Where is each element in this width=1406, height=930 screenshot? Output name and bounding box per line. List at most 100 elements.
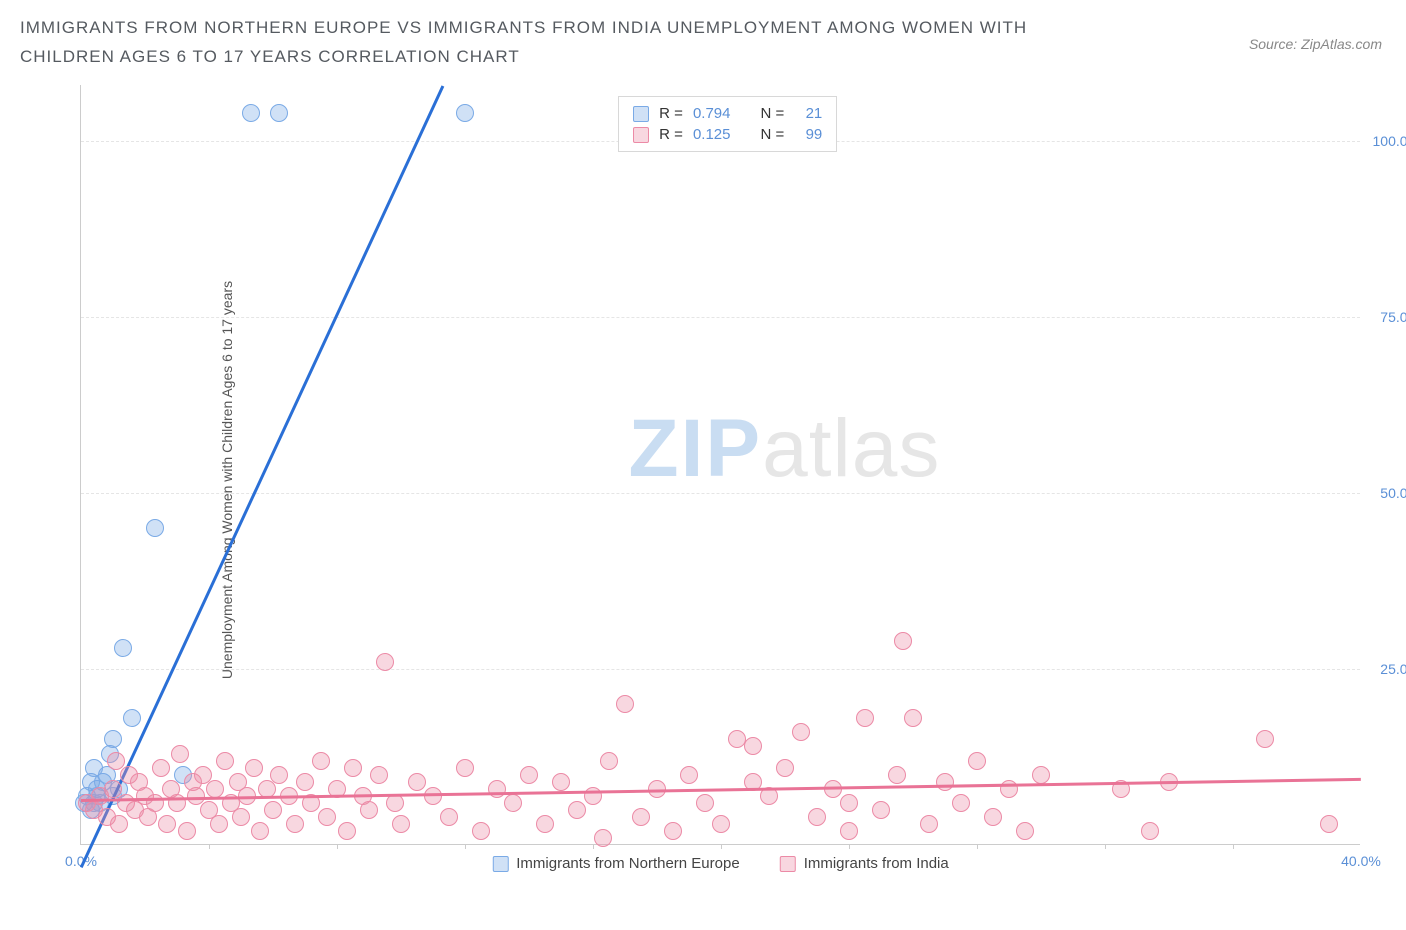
r-value: 0.125 (693, 126, 731, 143)
gridline-h (81, 669, 1360, 670)
data-point-india (251, 822, 269, 840)
legend-swatch (633, 106, 649, 122)
r-label: R = (659, 105, 683, 122)
data-point-northern_europe (242, 104, 260, 122)
y-tick-label: 50.0% (1365, 485, 1406, 501)
series-legend-label: Immigrants from India (804, 855, 949, 872)
data-point-india (584, 787, 602, 805)
data-point-india (312, 752, 330, 770)
watermark: ZIPatlas (629, 402, 941, 496)
data-point-india (344, 759, 362, 777)
chart-title: IMMIGRANTS FROM NORTHERN EUROPE VS IMMIG… (20, 14, 1110, 72)
chart-area: Unemployment Among Women with Children A… (60, 85, 1380, 875)
data-point-india (536, 815, 554, 833)
data-point-india (440, 808, 458, 826)
data-point-northern_europe (146, 519, 164, 537)
r-value: 0.794 (693, 105, 731, 122)
watermark-zip: ZIP (629, 403, 763, 494)
plot-region: ZIPatlas 25.0%50.0%75.0%100.0%0.0%40.0%R… (80, 85, 1360, 845)
data-point-india (146, 794, 164, 812)
data-point-india (206, 780, 224, 798)
data-point-northern_europe (456, 104, 474, 122)
data-point-india (216, 752, 234, 770)
data-point-india (888, 766, 906, 784)
legend-swatch (633, 127, 649, 143)
data-point-india (1032, 766, 1050, 784)
data-point-india (245, 759, 263, 777)
data-point-india (712, 815, 730, 833)
data-point-india (360, 801, 378, 819)
data-point-india (408, 773, 426, 791)
data-point-india (696, 794, 714, 812)
gridline-h (81, 493, 1360, 494)
data-point-india (776, 759, 794, 777)
data-point-northern_europe (85, 759, 103, 777)
n-value: 21 (794, 105, 822, 122)
data-point-india (171, 745, 189, 763)
x-tick-mark (337, 844, 338, 849)
data-point-india (952, 794, 970, 812)
watermark-atlas: atlas (762, 403, 940, 494)
data-point-india (920, 815, 938, 833)
n-label: N = (760, 126, 784, 143)
data-point-india (338, 822, 356, 840)
x-tick-mark (1233, 844, 1234, 849)
data-point-india (456, 759, 474, 777)
x-tick-mark (465, 844, 466, 849)
data-point-india (840, 822, 858, 840)
data-point-india (158, 815, 176, 833)
data-point-india (568, 801, 586, 819)
x-tick-mark (209, 844, 210, 849)
data-point-india (968, 752, 986, 770)
data-point-india (178, 822, 196, 840)
data-point-india (232, 808, 250, 826)
x-tick-mark (593, 844, 594, 849)
stats-legend-row: R = 0.794 N = 21 (633, 103, 822, 124)
series-legend-item: Immigrants from India (780, 855, 949, 872)
y-tick-label: 100.0% (1365, 133, 1406, 149)
data-point-india (370, 766, 388, 784)
data-point-india (552, 773, 570, 791)
chart-header: IMMIGRANTS FROM NORTHERN EUROPE VS IMMIG… (0, 0, 1406, 72)
data-point-india (376, 653, 394, 671)
data-point-india (210, 815, 228, 833)
data-point-india (1016, 822, 1034, 840)
data-point-india (264, 801, 282, 819)
data-point-india (664, 822, 682, 840)
series-legend-label: Immigrants from Northern Europe (516, 855, 739, 872)
data-point-india (1320, 815, 1338, 833)
data-point-india (286, 815, 304, 833)
data-point-india (318, 808, 336, 826)
data-point-india (488, 780, 506, 798)
x-tick-label: 40.0% (1341, 853, 1381, 869)
data-point-india (894, 632, 912, 650)
stats-legend: R = 0.794 N = 21R = 0.125 N = 99 (618, 96, 837, 152)
data-point-northern_europe (114, 639, 132, 657)
data-point-india (680, 766, 698, 784)
data-point-india (296, 773, 314, 791)
legend-swatch (780, 856, 796, 872)
data-point-india (504, 794, 522, 812)
data-point-northern_europe (270, 104, 288, 122)
data-point-india (1141, 822, 1159, 840)
n-label: N = (760, 105, 784, 122)
series-legend: Immigrants from Northern Europe Immigrant… (492, 855, 948, 872)
x-tick-mark (1105, 844, 1106, 849)
data-point-northern_europe (123, 709, 141, 727)
data-point-india (632, 808, 650, 826)
data-point-india (856, 709, 874, 727)
trend-line-northern_europe (80, 86, 444, 868)
data-point-india (904, 709, 922, 727)
data-point-india (520, 766, 538, 784)
x-tick-mark (721, 844, 722, 849)
data-point-india (936, 773, 954, 791)
data-point-india (270, 766, 288, 784)
data-point-india (392, 815, 410, 833)
n-value: 99 (794, 126, 822, 143)
data-point-india (808, 808, 826, 826)
data-point-india (744, 737, 762, 755)
y-tick-label: 75.0% (1365, 309, 1406, 325)
data-point-india (110, 815, 128, 833)
y-tick-label: 25.0% (1365, 661, 1406, 677)
data-point-northern_europe (104, 730, 122, 748)
